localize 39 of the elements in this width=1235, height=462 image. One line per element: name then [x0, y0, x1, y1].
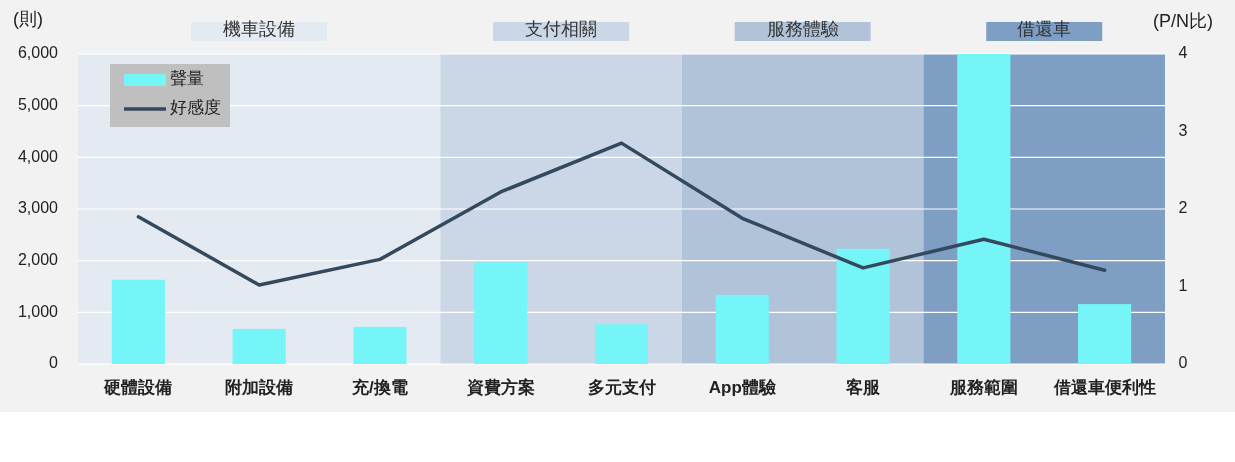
y-tick-label: 2,000	[17, 250, 59, 268]
y2-tick-label: 2	[1178, 199, 1188, 217]
bar	[111, 279, 165, 364]
y-tick-label: 0	[49, 354, 59, 372]
y-tick-label: 6,000	[17, 44, 59, 62]
x-tick-label: 硬體設備	[103, 378, 173, 398]
y2-tick-label: 4	[1178, 44, 1188, 62]
x-tick-label: App體驗	[708, 378, 777, 398]
y-tick-label: 5,000	[17, 95, 59, 113]
bar	[594, 324, 649, 364]
line-series	[136, 141, 1107, 287]
bar	[353, 326, 407, 364]
band-label: 服務體驗	[766, 18, 839, 39]
bar	[232, 328, 286, 364]
x-tick-label: 借還車便利性	[1052, 378, 1156, 398]
bar	[957, 54, 1011, 364]
y-tick-label: 1,000	[17, 302, 59, 320]
legend-label: 聲量	[170, 69, 204, 89]
y2-axis-title: (P/N比)	[1153, 10, 1213, 31]
y-axis-title: (則)	[13, 8, 43, 29]
x-tick-label: 多元支付	[587, 378, 656, 398]
x-tick-label: 資費方案	[465, 377, 535, 398]
bar	[1078, 304, 1132, 364]
band-label: 借還車	[1017, 18, 1072, 39]
y2-tick-label: 3	[1178, 121, 1188, 139]
x-tick-label: 附加設備	[225, 378, 294, 398]
x-tick-label: 充/換電	[351, 378, 408, 398]
x-tick-label: 服務範圍	[948, 378, 1018, 398]
band-label: 支付相關	[525, 18, 598, 39]
y2-tick-label: 1	[1178, 276, 1188, 294]
bar	[836, 248, 890, 364]
band-label: 機車設備	[223, 18, 296, 39]
bar	[715, 294, 769, 364]
bar	[474, 262, 528, 364]
y2-tick-label: 0	[1178, 354, 1188, 372]
x-tick-label: 客服	[845, 378, 882, 398]
legend-label: 好感度	[170, 98, 221, 118]
y-tick-label: 3,000	[17, 199, 59, 217]
y-tick-label: 4,000	[17, 147, 59, 165]
